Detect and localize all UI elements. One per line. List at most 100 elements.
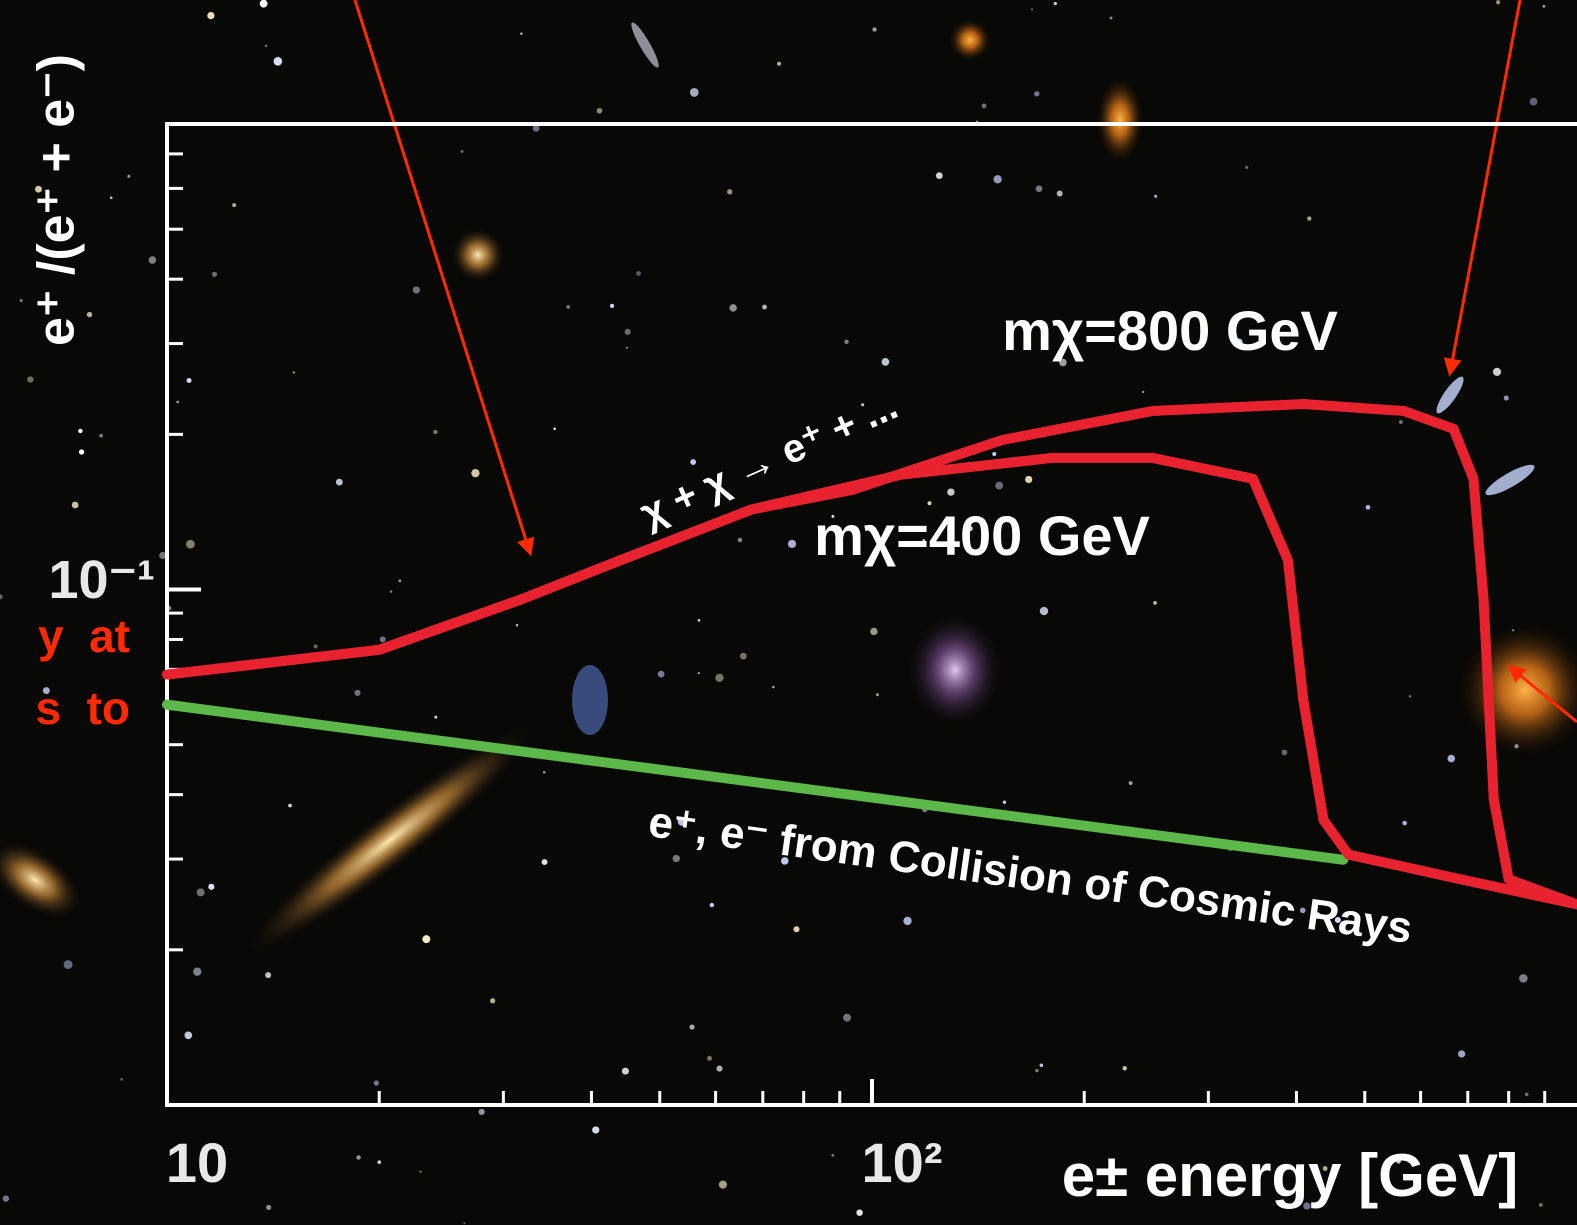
galaxies (0, 18, 1577, 960)
star (781, 857, 789, 865)
star (1030, 8, 1034, 11)
star (831, 1153, 835, 1157)
star (515, 623, 519, 627)
star (793, 926, 800, 933)
star (1002, 800, 1007, 804)
star (1398, 420, 1403, 424)
star (1542, 4, 1546, 8)
star (1307, 216, 1312, 221)
star (184, 1031, 193, 1040)
annotation: mχ=400 GeV (814, 504, 1150, 567)
star (993, 175, 1002, 184)
star (434, 715, 438, 719)
star (1524, 1092, 1529, 1097)
star (1365, 505, 1371, 510)
star (1128, 781, 1133, 785)
star (861, 403, 865, 407)
star (520, 32, 523, 35)
star (1235, 338, 1243, 346)
galaxy (1095, 75, 1145, 165)
star (706, 1055, 713, 1061)
star (207, 11, 215, 20)
data-line (162, 699, 1349, 865)
star (19, 299, 23, 302)
star (433, 429, 438, 435)
star (777, 61, 782, 66)
star (1519, 974, 1528, 983)
star (1503, 395, 1509, 401)
y-tick-label: 10⁻¹ (48, 550, 155, 610)
star (787, 539, 797, 548)
star (771, 685, 775, 689)
star (657, 670, 665, 678)
star (389, 590, 393, 593)
star (716, 1065, 723, 1072)
galaxy (905, 610, 1005, 730)
star (1402, 820, 1407, 826)
star (844, 339, 849, 345)
star (856, 1209, 863, 1216)
star (159, 551, 167, 560)
star (541, 859, 548, 866)
star (335, 478, 343, 486)
star (193, 967, 202, 976)
star (609, 303, 615, 308)
x-tick-label: 10 (166, 1131, 228, 1194)
star (843, 1013, 851, 1022)
star (186, 539, 195, 549)
star (1154, 194, 1158, 198)
star (273, 57, 283, 66)
x-axis-label: e± energy [GeV] (1062, 1142, 1518, 1209)
star (2, 1195, 10, 1202)
galaxy (631, 22, 659, 68)
star (186, 378, 192, 384)
star (566, 305, 571, 309)
star (1538, 1203, 1543, 1207)
star (356, 1155, 361, 1160)
star (992, 451, 997, 457)
star (1281, 749, 1288, 756)
star (727, 189, 733, 195)
arrow (1443, 0, 1522, 377)
star (176, 400, 180, 404)
star (35, 185, 42, 193)
arrow (1507, 664, 1577, 724)
star (697, 619, 701, 622)
star (1303, 1202, 1311, 1210)
star (1035, 1068, 1039, 1073)
star (690, 459, 697, 465)
star (935, 172, 943, 180)
star (1053, 1, 1057, 6)
star (313, 644, 318, 649)
galaxy (0, 840, 84, 920)
star (419, 1170, 422, 1173)
star (1245, 165, 1249, 169)
star (1059, 358, 1067, 367)
star (259, 0, 268, 8)
star (870, 627, 878, 636)
star (266, 1204, 272, 1210)
star (412, 286, 421, 294)
star (1313, 911, 1321, 919)
star (626, 346, 629, 349)
arrow (353, 0, 535, 557)
star (1447, 754, 1456, 763)
star (99, 433, 103, 438)
star (624, 328, 631, 335)
star (1529, 97, 1538, 106)
star (373, 1080, 379, 1086)
star (1458, 1050, 1466, 1058)
star (478, 1108, 485, 1116)
star (922, 539, 926, 542)
star (553, 427, 556, 431)
star (1514, 744, 1519, 749)
star (265, 972, 272, 979)
star (677, 817, 687, 826)
star (148, 256, 157, 264)
star (1035, 185, 1043, 193)
x-tick-label: 10² (862, 1131, 943, 1194)
star (542, 770, 546, 774)
star (71, 501, 79, 509)
star (1142, 390, 1145, 394)
